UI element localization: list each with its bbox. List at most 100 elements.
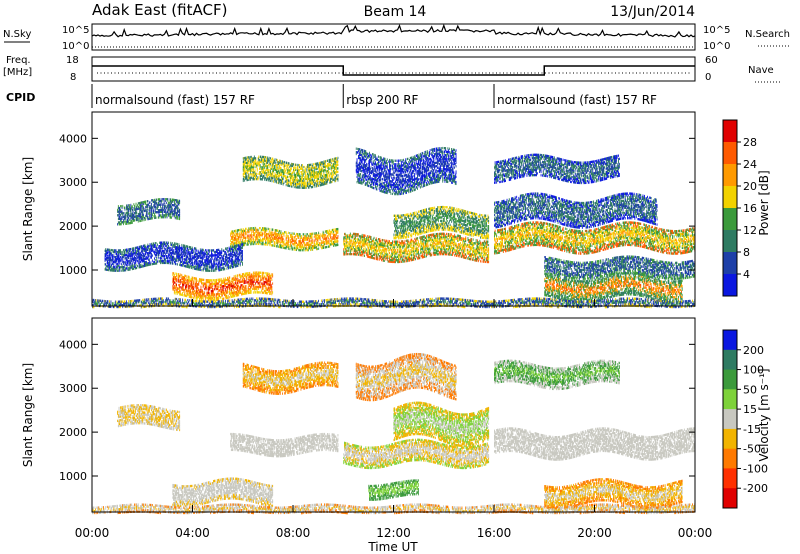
- heatmap-cell: [314, 239, 315, 241]
- heatmap-cell: [249, 285, 250, 287]
- heatmap-cell: [513, 231, 514, 233]
- heatmap-cell: [268, 283, 269, 285]
- heatmap-cell: [254, 273, 255, 275]
- heatmap-cell: [401, 254, 402, 256]
- heatmap-cell: [178, 291, 179, 293]
- heatmap-cell: [498, 236, 499, 238]
- heatmap-cell: [414, 241, 415, 243]
- heatmap-cell: [442, 220, 443, 222]
- heatmap-cell: [192, 277, 193, 279]
- heatmap-cell: [249, 234, 250, 236]
- heatmap-cell: [411, 220, 412, 222]
- heatmap-cell: [521, 223, 522, 225]
- heatmap-cell: [396, 230, 397, 232]
- heatmap-cell: [460, 252, 461, 254]
- heatmap-cell: [240, 286, 241, 288]
- heatmap-cell: [270, 275, 271, 277]
- heatmap-cell: [413, 233, 414, 235]
- heatmap-cell: [380, 252, 381, 254]
- heatmap-cell: [455, 236, 456, 238]
- heatmap-cell: [261, 231, 262, 233]
- heatmap-cell: [428, 244, 429, 246]
- heatmap-cell: [258, 272, 259, 274]
- heatmap-cell: [405, 217, 406, 219]
- heatmap-cell: [264, 243, 265, 245]
- heatmap-cell: [397, 259, 398, 261]
- heatmap-cell: [409, 215, 410, 217]
- heatmap-cell: [468, 223, 469, 225]
- heatmap-cell: [259, 227, 260, 229]
- heatmap-cell: [270, 232, 271, 234]
- heatmap-cell: [466, 212, 467, 214]
- heatmap-cell: [471, 247, 472, 249]
- heatmap-cell: [281, 234, 282, 236]
- heatmap-cell: [292, 247, 293, 249]
- heatmap-cell: [448, 223, 449, 225]
- date-title: 13/Jun/2014: [610, 4, 695, 20]
- heatmap-cell: [312, 245, 313, 247]
- heatmap-cell: [300, 233, 301, 235]
- heatmap-cell: [244, 237, 245, 239]
- heatmap-cell: [377, 239, 378, 241]
- heatmap-cell: [426, 235, 427, 237]
- heatmap-cell: [440, 220, 441, 222]
- heatmap-cell: [329, 233, 330, 235]
- heatmap-cell: [394, 230, 395, 232]
- heatmap-cell: [200, 289, 201, 291]
- heatmap-cell: [443, 241, 444, 243]
- heatmap-cell: [399, 227, 400, 229]
- heatmap-cell: [223, 298, 224, 300]
- heatmap-cell: [399, 216, 400, 218]
- heatmap-cell: [185, 275, 186, 277]
- heatmap-cell: [470, 227, 471, 229]
- heatmap-cell: [398, 227, 399, 229]
- heatmap-cell: [201, 289, 202, 291]
- heatmap-cell: [496, 245, 497, 247]
- heatmap-cell: [445, 250, 446, 252]
- noise-tick-left-top: 10^5: [62, 25, 89, 36]
- heatmap-cell: [235, 235, 236, 237]
- heatmap-cell: [288, 232, 289, 234]
- heatmap-cell: [521, 233, 522, 235]
- heatmap-cell: [384, 243, 385, 245]
- heatmap-cell: [442, 223, 443, 225]
- heatmap-cell: [351, 253, 352, 255]
- heatmap-cell: [482, 221, 483, 223]
- heatmap-cell: [412, 259, 413, 261]
- heatmap-cell: [284, 240, 285, 242]
- heatmap-cell: [507, 230, 508, 232]
- heatmap-cell: [333, 241, 334, 243]
- heatmap-cell: [496, 235, 497, 237]
- heatmap-cell: [485, 240, 486, 242]
- heatmap-cell: [363, 239, 364, 241]
- heatmap-cell: [453, 247, 454, 249]
- heatmap-cell: [306, 233, 307, 235]
- cpid-segment-label: normalsound (fast) 157 RF: [497, 93, 657, 107]
- heatmap-cell: [348, 243, 349, 245]
- heatmap-cell: [323, 241, 324, 243]
- heatmap-cell: [444, 227, 445, 229]
- heatmap-cell: [278, 230, 279, 232]
- heatmap-cell: [468, 244, 469, 246]
- heatmap-cell: [423, 236, 424, 238]
- heatmap-cell: [485, 215, 486, 217]
- heatmap-cell: [525, 243, 526, 245]
- heatmap-cell: [451, 217, 452, 219]
- heatmap-cell: [482, 237, 483, 239]
- heatmap-cell: [437, 233, 438, 235]
- heatmap-cell: [263, 238, 264, 240]
- heatmap-cell: [479, 243, 480, 245]
- heatmap-cell: [439, 211, 440, 213]
- heatmap-cell: [322, 245, 323, 247]
- heatmap-cell: [230, 282, 231, 284]
- heatmap-cell: [443, 233, 444, 235]
- heatmap-cell: [446, 222, 447, 224]
- heatmap-cell: [479, 258, 480, 260]
- heatmap-cell: [420, 213, 421, 215]
- heatmap-cell: [264, 276, 265, 278]
- heatmap-cell: [283, 232, 284, 234]
- heatmap-cell: [435, 217, 436, 219]
- heatmap-cell: [385, 258, 386, 260]
- heatmap-cell: [512, 236, 513, 238]
- heatmap-cell: [322, 242, 323, 244]
